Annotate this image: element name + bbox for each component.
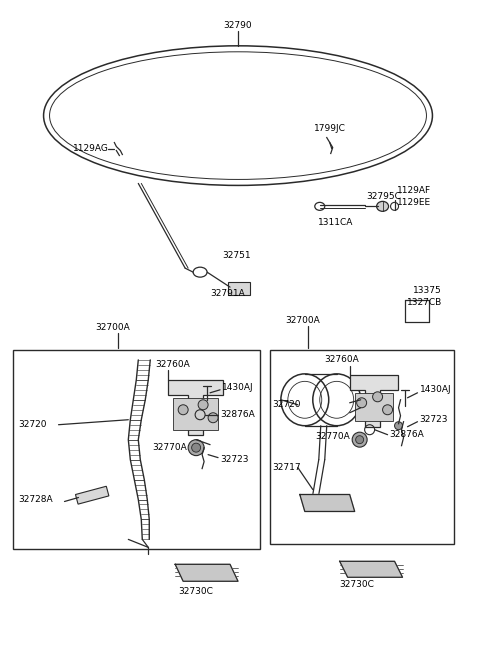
Text: 32770A: 32770A: [316, 432, 350, 441]
Text: 32760A: 32760A: [325, 356, 360, 364]
Ellipse shape: [192, 443, 201, 452]
Polygon shape: [168, 380, 223, 435]
Text: 32700A: 32700A: [285, 316, 320, 324]
Text: 1311CA: 1311CA: [318, 218, 353, 227]
Polygon shape: [340, 561, 403, 577]
Text: 32876A: 32876A: [220, 410, 255, 419]
Text: 1327CB: 1327CB: [407, 297, 442, 307]
Ellipse shape: [356, 436, 364, 443]
Text: 32728A: 32728A: [19, 495, 53, 504]
Bar: [75, 486, 109, 504]
Text: 1129AG: 1129AG: [72, 144, 108, 153]
Bar: [270, 350, 455, 544]
Ellipse shape: [188, 440, 204, 456]
Text: 32717: 32717: [272, 463, 300, 472]
Text: 32720: 32720: [19, 421, 47, 429]
Text: 13375: 13375: [412, 286, 441, 295]
Bar: [12, 350, 260, 550]
Polygon shape: [300, 495, 355, 512]
Text: 32791A: 32791A: [210, 289, 245, 297]
Ellipse shape: [357, 398, 367, 408]
Text: 32876A: 32876A: [390, 430, 424, 440]
Text: 32751: 32751: [222, 251, 251, 260]
Text: 32723: 32723: [220, 455, 249, 464]
Ellipse shape: [383, 405, 393, 415]
Ellipse shape: [208, 413, 218, 422]
Text: 32730C: 32730C: [178, 587, 213, 596]
Ellipse shape: [178, 405, 188, 415]
Bar: [228, 282, 250, 295]
Text: 32700A: 32700A: [96, 324, 130, 333]
Text: 1799JC: 1799JC: [314, 124, 346, 133]
Text: 32720: 32720: [272, 400, 300, 409]
Text: 32723: 32723: [420, 415, 448, 424]
Ellipse shape: [372, 392, 383, 402]
Text: 1430AJ: 1430AJ: [420, 385, 451, 394]
Ellipse shape: [395, 422, 403, 430]
Text: 32790: 32790: [224, 22, 252, 30]
Text: 1430AJ: 1430AJ: [222, 383, 253, 392]
Text: 32760A: 32760A: [155, 360, 190, 369]
Ellipse shape: [198, 400, 208, 410]
Polygon shape: [350, 375, 397, 426]
Ellipse shape: [352, 432, 367, 447]
Text: 32730C: 32730C: [340, 580, 374, 589]
Text: 1129EE: 1129EE: [396, 198, 431, 207]
Ellipse shape: [377, 201, 389, 212]
Text: 32770A: 32770A: [152, 443, 187, 452]
Text: 32795C: 32795C: [367, 192, 401, 201]
Bar: [173, 398, 218, 430]
Bar: [355, 393, 393, 421]
Polygon shape: [175, 565, 238, 581]
Text: 1129AF: 1129AF: [396, 186, 431, 195]
